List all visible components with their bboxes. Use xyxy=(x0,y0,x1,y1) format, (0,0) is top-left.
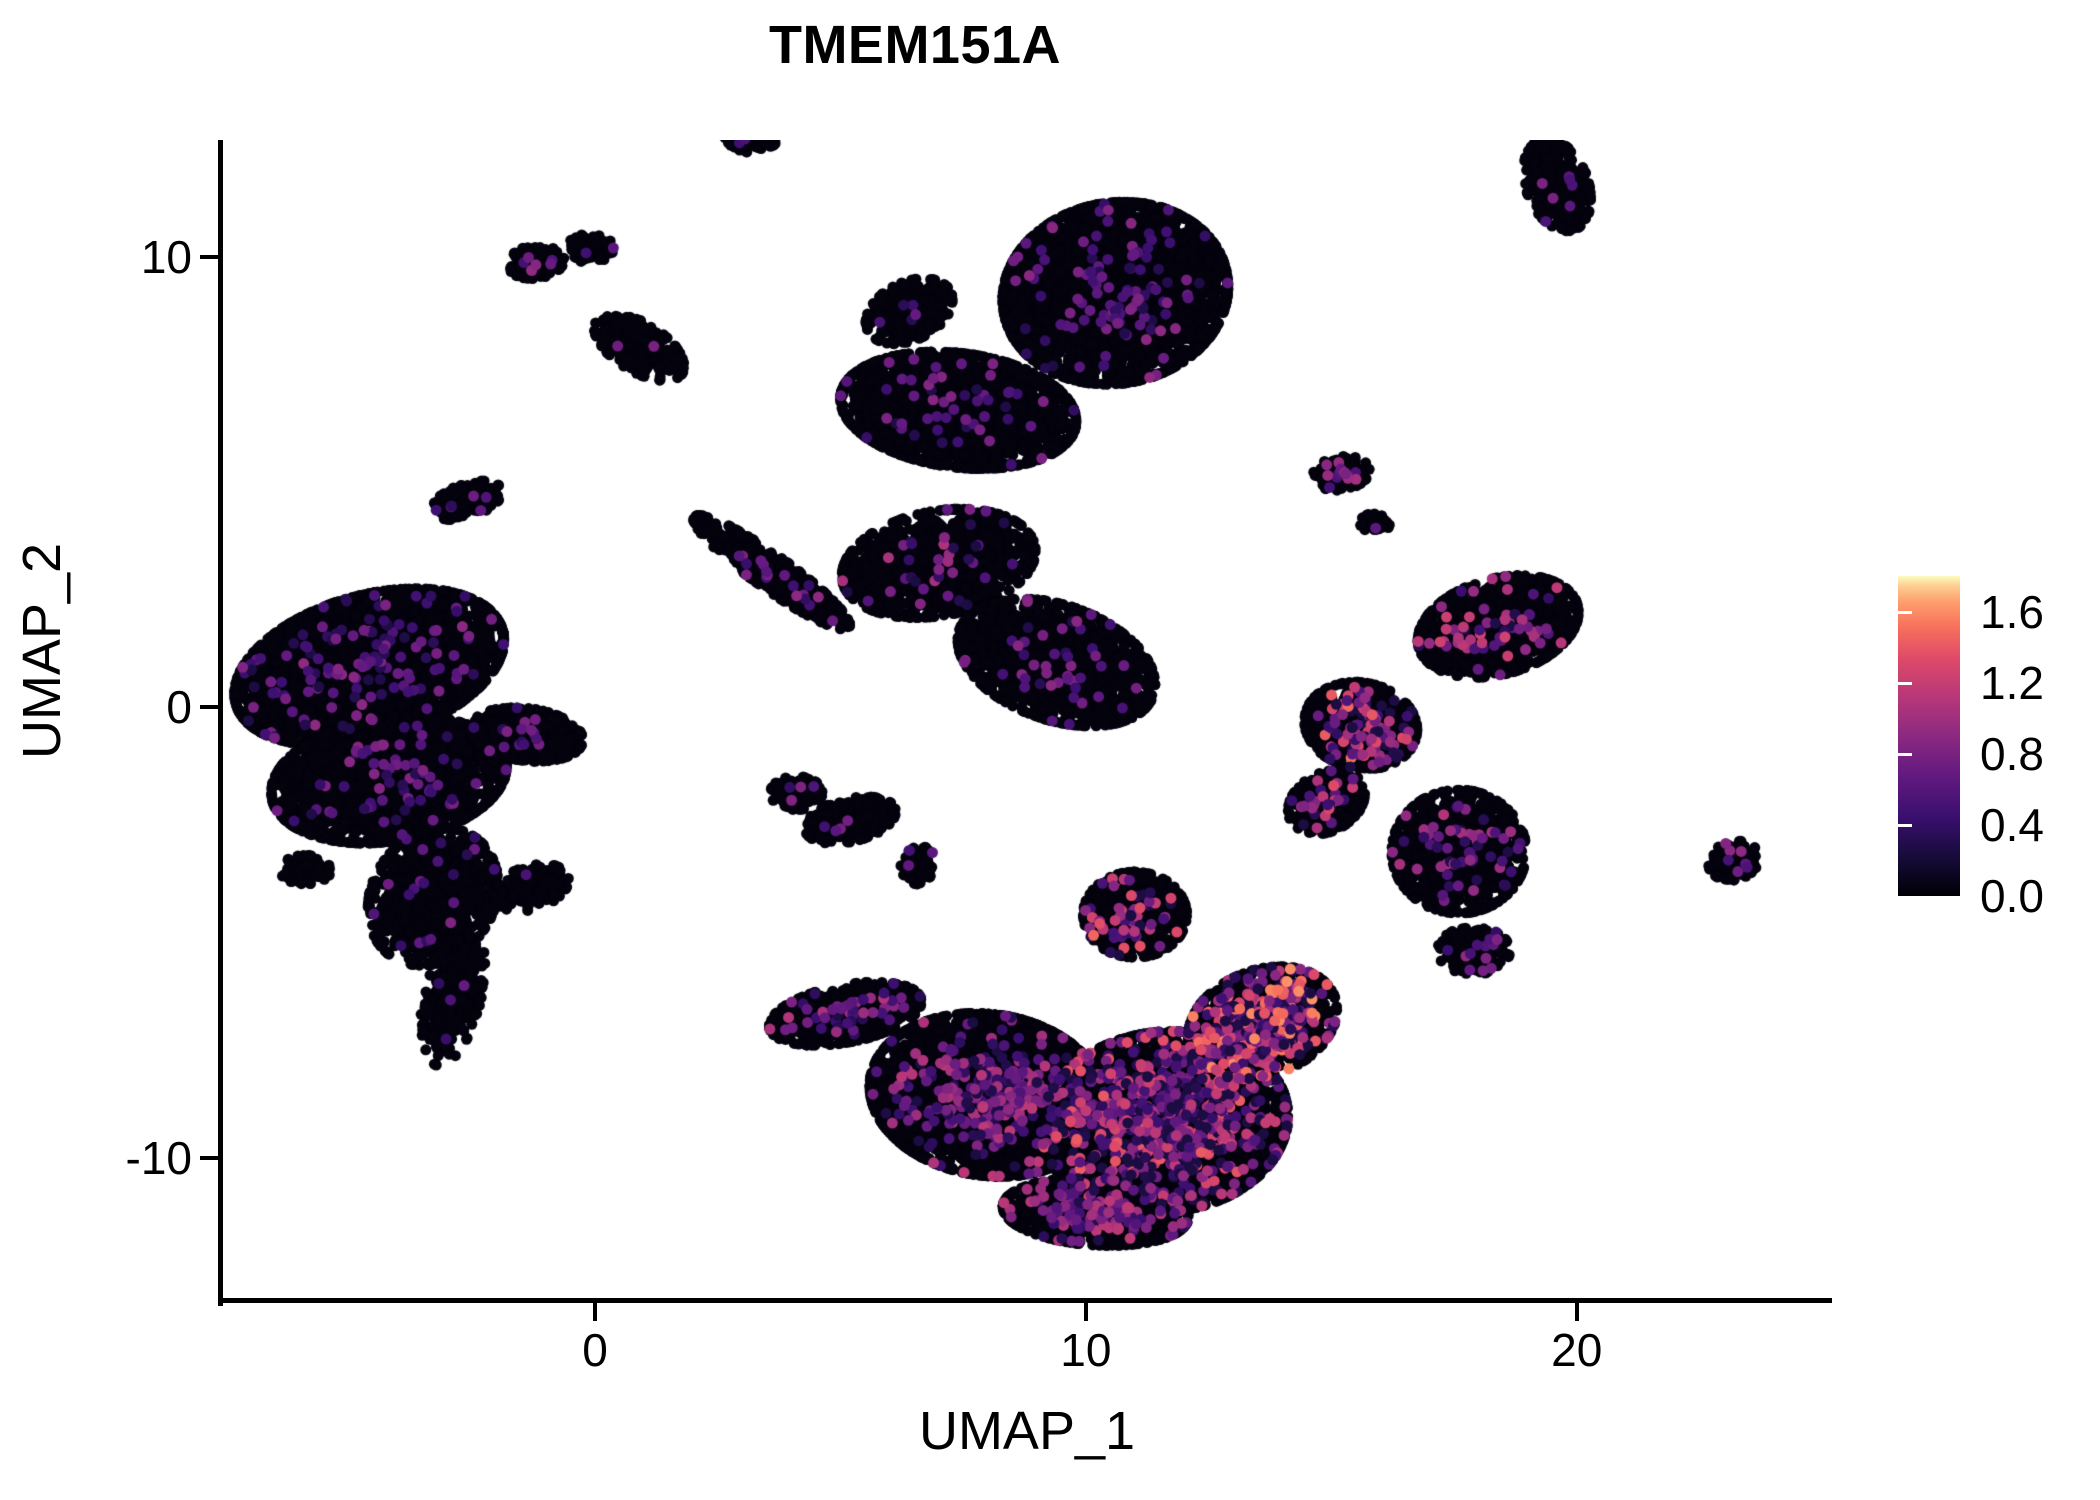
x-axis-tick-label-10: 10 xyxy=(1060,1324,1112,1376)
x-axis-tick-0 xyxy=(593,1303,598,1321)
colorbar-tick-mark xyxy=(1898,823,1912,827)
page-title: TMEM151A xyxy=(768,15,1062,75)
colorbar-tick-mark xyxy=(2074,681,2088,685)
colorbar-label-0-0: 0.0 xyxy=(1980,870,2044,922)
x-axis-tick-20 xyxy=(1574,1303,1579,1321)
colorbar-tick-mark xyxy=(2074,610,2088,614)
colorbar-label-0-4: 0.4 xyxy=(1980,798,2044,851)
y-axis-tick-label-neg10: -10 xyxy=(125,1131,192,1184)
colorbar-label-1-6: 1.6 xyxy=(1980,585,2044,638)
y-axis-tick-10 xyxy=(200,255,218,260)
plot-panel xyxy=(222,140,1832,1302)
colorbar-tick-mark xyxy=(2074,752,2088,756)
y-axis-line xyxy=(218,140,223,1306)
colorbar-tick-mark xyxy=(1898,610,1912,614)
y-axis-tick-label-0: 0 xyxy=(166,681,192,734)
x-axis-tick-label-20: 20 xyxy=(1551,1324,1603,1376)
x-axis-tick-label-0: 0 xyxy=(582,1324,608,1376)
y-axis-title: UMAP_2 xyxy=(12,542,72,760)
y-axis-tick-0 xyxy=(200,705,218,710)
colorbar-tick-mark xyxy=(2074,823,2088,827)
x-axis-title: UMAP_1 xyxy=(918,1401,1136,1461)
colorbar-tick-mark xyxy=(1898,752,1912,756)
colorbar-tick-mark xyxy=(1898,681,1912,685)
x-axis-line xyxy=(218,1298,1832,1303)
colorbar-gradient xyxy=(1898,576,1960,896)
x-axis-tick-10 xyxy=(1083,1303,1088,1321)
y-axis-tick-neg10 xyxy=(200,1155,218,1160)
scatter-plot-canvas xyxy=(222,140,1832,1302)
colorbar-legend: 1.6 1.2 0.8 0.4 0.0 xyxy=(1898,576,2088,919)
y-axis-tick-label-10: 10 xyxy=(140,231,192,284)
colorbar-label-1-2: 1.2 xyxy=(1980,656,2044,709)
colorbar-label-0-8: 0.8 xyxy=(1980,727,2044,780)
